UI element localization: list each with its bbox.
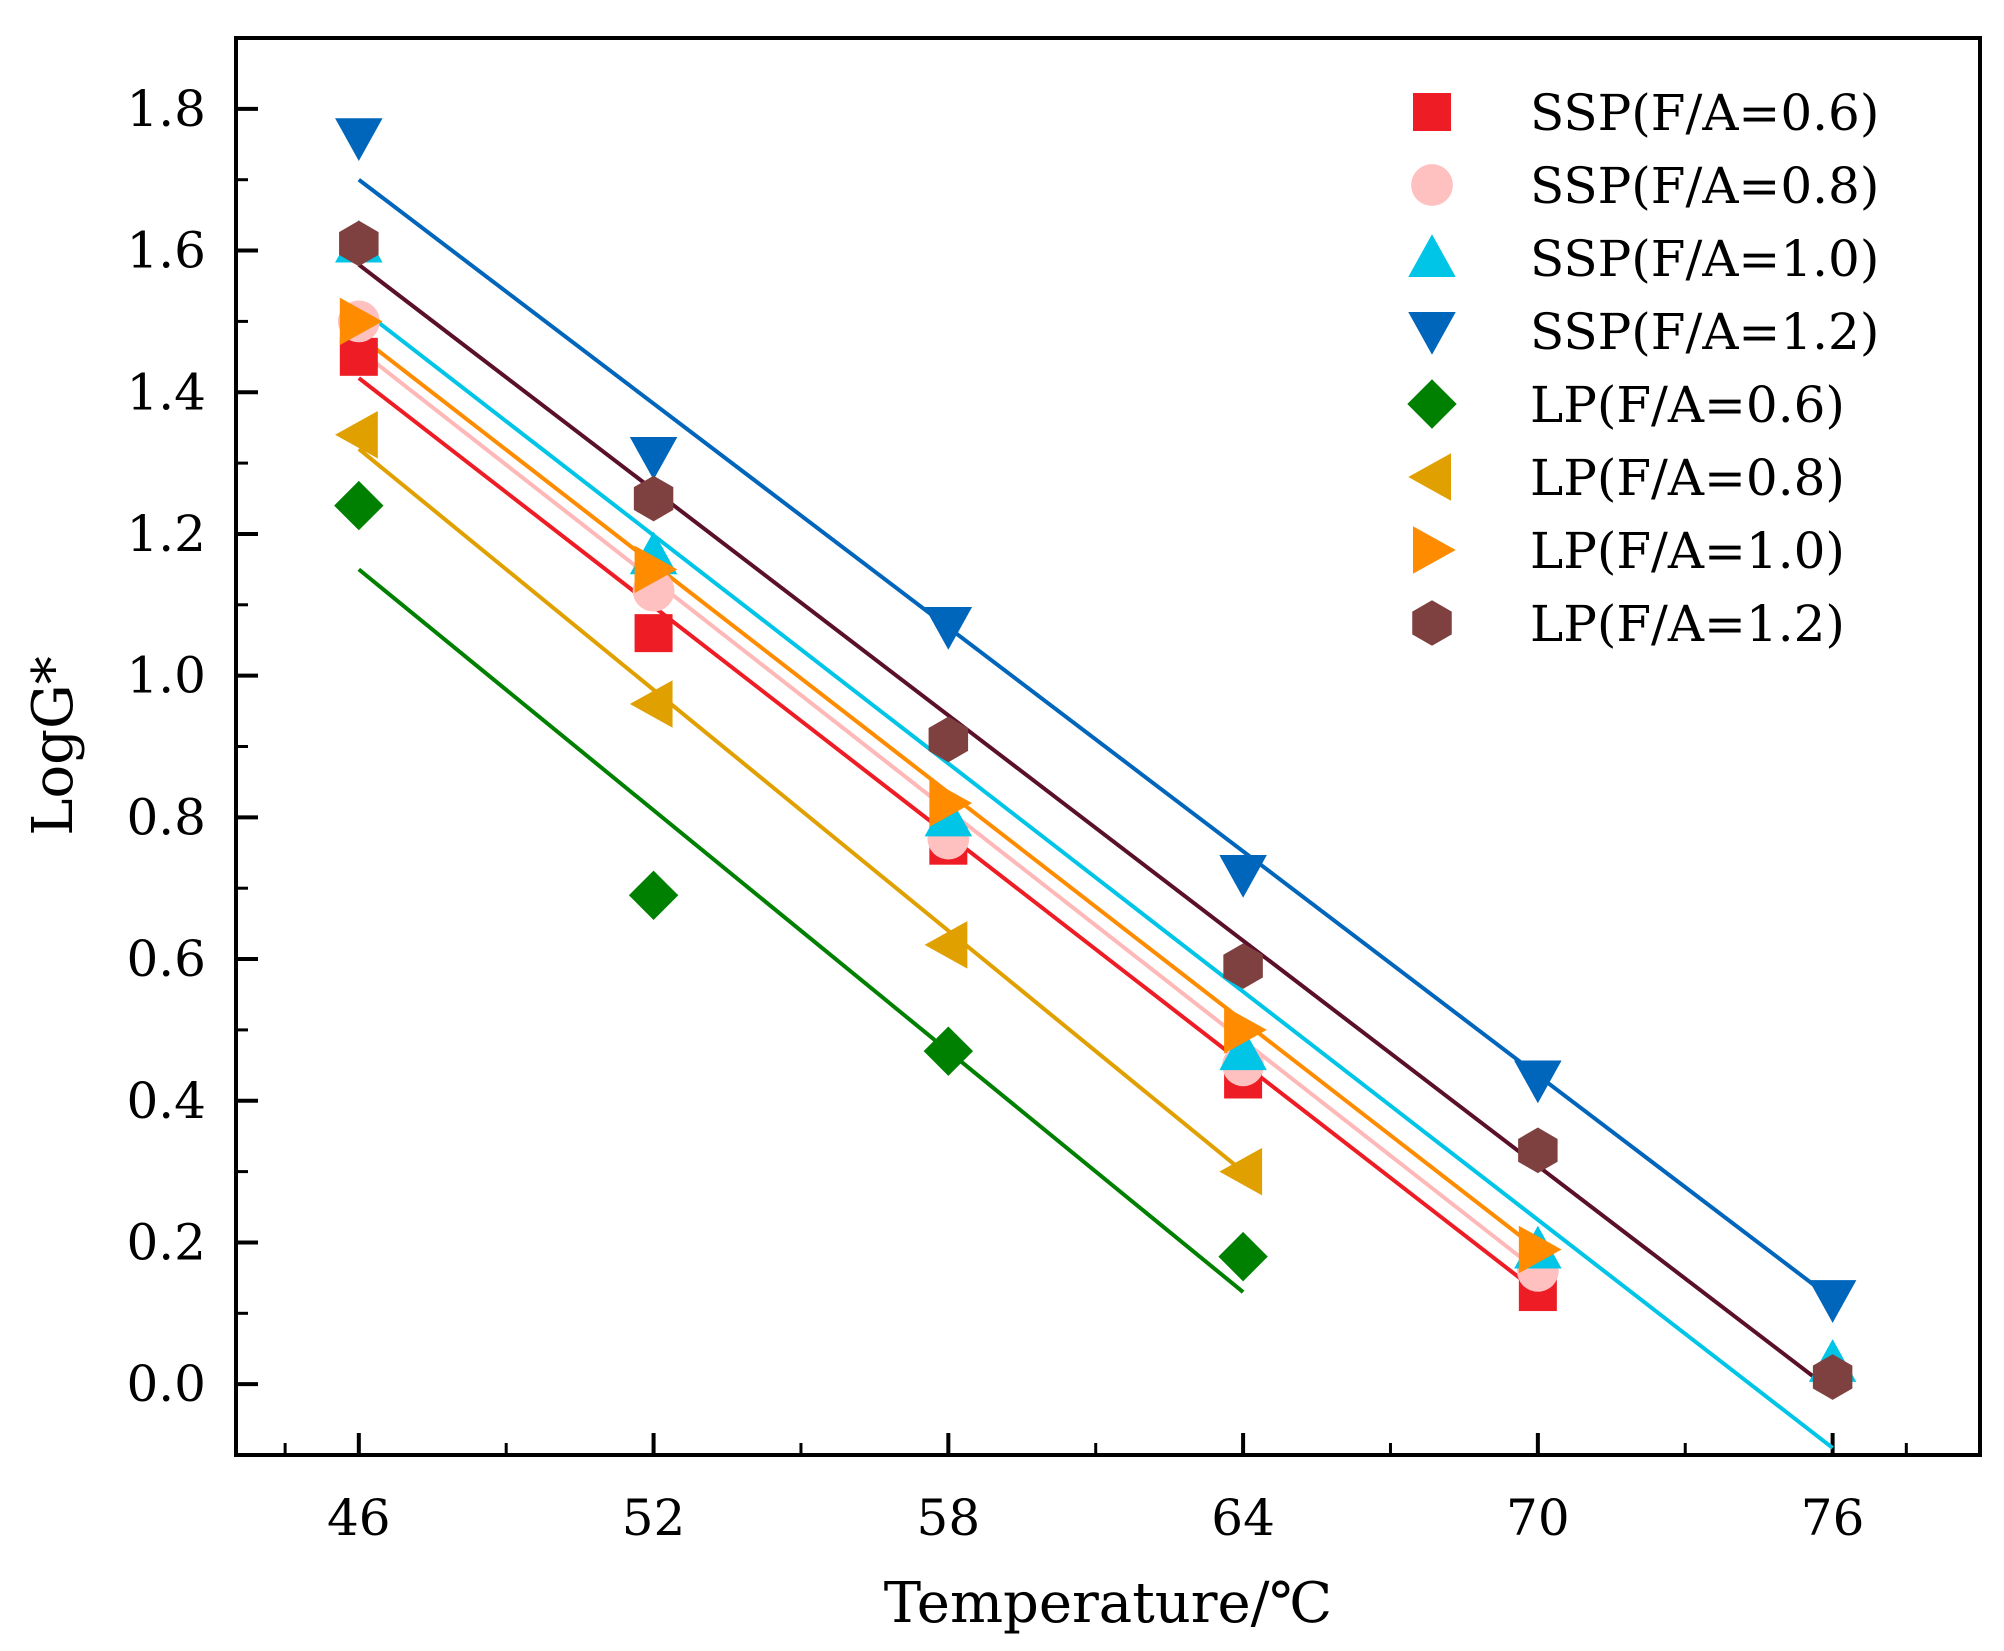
y-tick-label: 0.2 <box>126 1213 206 1271</box>
x-tick-label: 46 <box>327 1489 391 1547</box>
data-point <box>334 480 384 531</box>
x-axis-label: Temperature/℃ <box>884 1571 1332 1636</box>
data-point <box>1224 1006 1267 1054</box>
axis-tick-labels: 46 52 58 64 70 76 0.0 0.2 0.4 0.6 0.8 1.0 1.2 1.4 1.6 1… <box>126 80 1864 1547</box>
data-point <box>339 220 379 267</box>
y-tick-label: 0.6 <box>126 930 206 988</box>
x-tick-label: 52 <box>622 1489 686 1547</box>
legend-marker <box>1408 234 1456 277</box>
data-point <box>1514 1060 1562 1104</box>
x-tick-label: 64 <box>1211 1489 1275 1547</box>
data-point <box>633 475 674 522</box>
data-point <box>924 921 968 969</box>
fit-line <box>357 178 1834 1301</box>
legend-marker <box>1408 312 1456 355</box>
legend-label: SSP(F/A=1.2) <box>1530 303 1879 361</box>
data-point <box>629 437 678 480</box>
data-point <box>1518 1225 1562 1274</box>
data-point <box>924 607 973 650</box>
data-point <box>1219 1147 1263 1196</box>
data-point <box>1223 943 1263 989</box>
fit-line <box>357 567 1245 1294</box>
fit-line <box>357 447 1245 1174</box>
data-point <box>335 118 383 161</box>
data-point <box>1812 1354 1853 1400</box>
x-tick-label: 76 <box>1801 1489 1865 1547</box>
data-point <box>1808 1280 1857 1323</box>
legend-marker <box>1411 164 1453 206</box>
y-axis-label: LogG* <box>21 656 86 835</box>
data-point <box>339 337 378 376</box>
data-point <box>634 614 673 653</box>
y-tick-label: 1.4 <box>126 363 206 421</box>
data-point <box>634 545 678 594</box>
data-point <box>1219 855 1267 898</box>
y-tick-label: 1.2 <box>126 505 206 563</box>
legend-label: LP(F/A=0.6) <box>1530 376 1845 434</box>
data-point <box>923 1026 974 1076</box>
legend-label: SSP(F/A=0.8) <box>1530 157 1879 215</box>
data-point <box>628 870 679 920</box>
axis-ticks <box>236 106 1908 1455</box>
legend: SSP(F/A=0.6) SSP(F/A=0.8) SSP(F/A=1.0) SSP(… <box>1407 84 1879 653</box>
legend-label: LP(F/A=0.8) <box>1530 449 1845 507</box>
x-tick-label: 58 <box>917 1489 981 1547</box>
data-point <box>335 411 378 459</box>
legend-label: LP(F/A=1.0) <box>1530 522 1845 580</box>
y-tick-label: 1.0 <box>126 647 206 705</box>
x-tick-label: 70 <box>1506 1489 1570 1547</box>
y-tick-label: 1.8 <box>126 80 206 138</box>
legend-marker <box>1408 453 1451 501</box>
data-points <box>334 118 1857 1400</box>
legend-label: SSP(F/A=0.6) <box>1530 84 1879 142</box>
legend-label: LP(F/A=1.2) <box>1530 595 1845 653</box>
data-point <box>629 680 673 728</box>
y-tick-label: 0.0 <box>126 1355 206 1413</box>
legend-marker <box>1407 379 1457 429</box>
data-point <box>929 779 973 827</box>
y-tick-label: 0.4 <box>126 1072 206 1130</box>
data-point <box>1218 1231 1268 1282</box>
legend-marker <box>1413 93 1451 131</box>
y-tick-label: 0.8 <box>126 788 206 846</box>
legend-label: SSP(F/A=1.0) <box>1530 230 1879 288</box>
data-point <box>1518 1127 1558 1174</box>
data-point <box>1219 1027 1267 1071</box>
y-tick-label: 1.6 <box>126 222 206 280</box>
legend-marker <box>1413 526 1456 574</box>
data-point <box>339 297 383 346</box>
data-point <box>928 716 969 763</box>
legend-marker <box>1412 600 1452 646</box>
fit-lines <box>357 178 1834 1450</box>
fit-line <box>357 263 1834 1393</box>
fit-line <box>357 305 1834 1450</box>
